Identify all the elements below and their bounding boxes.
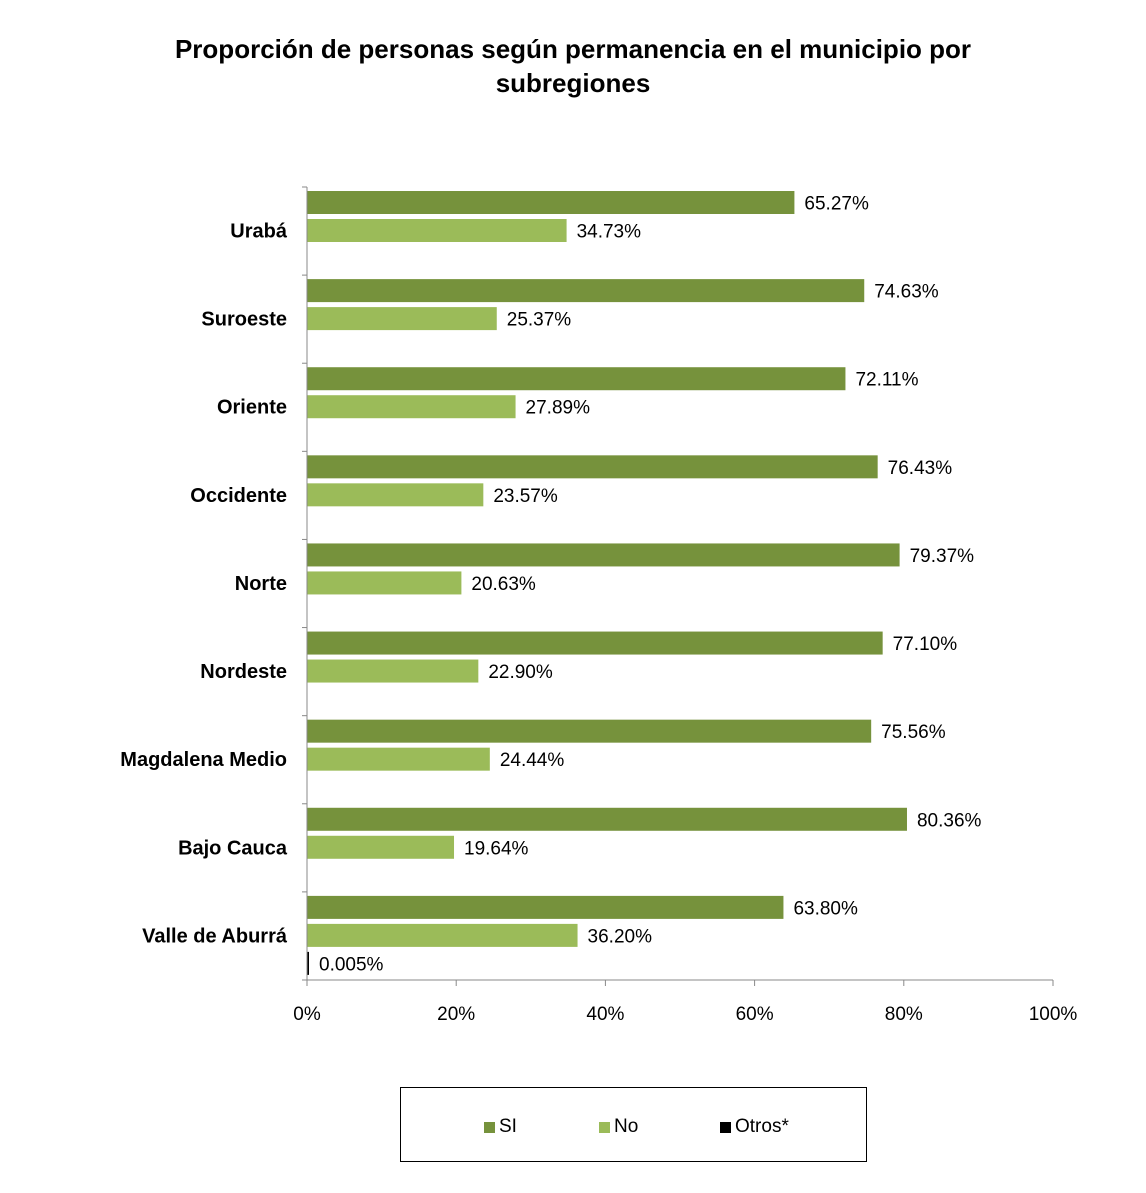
x-tick-label: 0% <box>293 1004 321 1025</box>
category-label-magdalena-medio: Magdalena Medio <box>120 749 287 771</box>
x-tick-label: 20% <box>437 1004 475 1025</box>
bar-si-oriente <box>307 367 846 391</box>
category-label-nordeste: Nordeste <box>200 661 287 683</box>
bar-si-uraba <box>307 191 795 214</box>
chart-title: Proporción de personas según permanencia… <box>0 32 1146 100</box>
legend-swatch-si <box>484 1121 495 1133</box>
bar-no-magdalena-medio <box>307 747 490 771</box>
bar-no-suroeste <box>307 307 497 331</box>
bar-si-valle-de-aburra <box>307 895 784 919</box>
category-label-suroeste: Suroeste <box>201 309 287 331</box>
data-label-si-uraba: 65.27% <box>804 194 869 215</box>
legend-label-si: SI <box>499 1116 517 1137</box>
bar-no-occidente <box>307 483 484 507</box>
legend-label-no: No <box>614 1116 639 1137</box>
bar-no-bajo-cauca <box>307 835 455 859</box>
category-label-valle-de-aburra: Valle de Aburrá <box>142 925 288 947</box>
legend-label-otros: Otros* <box>735 1116 789 1137</box>
bar-no-nordeste <box>307 659 479 683</box>
x-tick-label: 60% <box>736 1004 774 1025</box>
category-label-occidente: Occidente <box>190 485 287 507</box>
bar-si-nordeste <box>307 631 883 655</box>
data-label-si-oriente: 72.11% <box>855 370 918 391</box>
data-label-no-uraba: 34.73% <box>577 222 642 243</box>
x-tick-label: 40% <box>586 1004 624 1025</box>
legend: SI No Otros* <box>400 1087 867 1162</box>
data-label-si-magdalena-medio: 75.56% <box>881 722 946 743</box>
legend-item-si: SI <box>484 1116 517 1138</box>
x-tick-label: 80% <box>885 1004 923 1025</box>
chart-title-line-2: subregiones <box>495 68 651 98</box>
data-label-no-norte: 20.63% <box>471 574 536 595</box>
data-label-si-occidente: 76.43% <box>888 458 953 479</box>
legend-item-otros: Otros* <box>720 1116 789 1138</box>
data-label-no-bajo-cauca: 19.64% <box>464 838 529 859</box>
bar-si-magdalena-medio <box>307 719 872 743</box>
bar-si-suroeste <box>307 279 865 303</box>
bar-si-occidente <box>307 455 878 479</box>
bar-no-valle-de-aburra <box>307 923 578 947</box>
bar-no-uraba <box>307 219 567 242</box>
legend-item-no: No <box>599 1116 638 1138</box>
data-label-si-norte: 79.37% <box>910 546 975 567</box>
data-label-no-magdalena-medio: 24.44% <box>500 750 565 771</box>
data-label-no-suroeste: 25.37% <box>507 310 572 331</box>
x-tick-label: 100% <box>1029 1004 1078 1025</box>
bar-no-norte <box>307 571 462 595</box>
bar-si-bajo-cauca <box>307 807 907 831</box>
legend-swatch-otros <box>720 1121 731 1133</box>
data-label-si-valle-de-aburra: 63.80% <box>793 898 858 919</box>
bar-no-oriente <box>307 395 516 419</box>
data-label-no-nordeste: 22.90% <box>488 662 553 683</box>
data-label-no-valle-de-aburra: 36.20% <box>588 926 653 947</box>
category-label-oriente: Oriente <box>217 397 287 419</box>
data-label-no-oriente: 27.89% <box>526 398 591 419</box>
category-label-uraba: Urabá <box>230 221 288 243</box>
data-label-otros-valle-de-aburra: 0.005% <box>319 954 384 975</box>
chart-title-line-1: Proporción de personas según permanencia… <box>174 34 972 64</box>
bar-otros-valle-de-aburra <box>307 951 309 975</box>
category-label-norte: Norte <box>235 573 287 595</box>
legend-swatch-no <box>599 1121 610 1133</box>
data-label-si-suroeste: 74.63% <box>874 282 939 303</box>
data-label-no-occidente: 23.57% <box>493 486 558 507</box>
data-label-si-nordeste: 77.10% <box>893 634 958 655</box>
data-label-si-bajo-cauca: 80.36% <box>917 810 982 831</box>
category-label-bajo-cauca: Bajo Cauca <box>178 837 288 859</box>
bar-si-norte <box>307 543 900 567</box>
